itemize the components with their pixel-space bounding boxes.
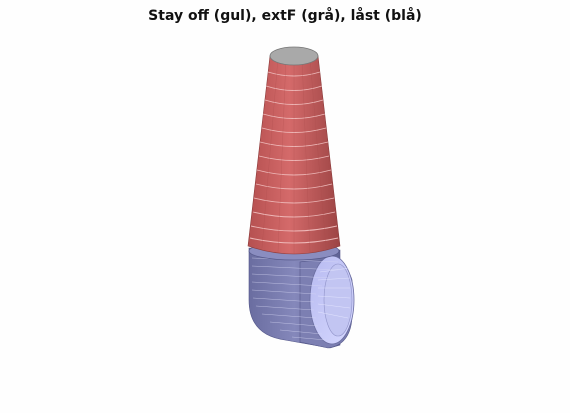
- figure-title: Stay off (gul), extF (grå), låst (blå): [148, 8, 422, 24]
- top-cap: [269, 46, 319, 66]
- red-tapered-cone: [247, 55, 341, 255]
- blue-elbow-pipe: [248, 241, 355, 349]
